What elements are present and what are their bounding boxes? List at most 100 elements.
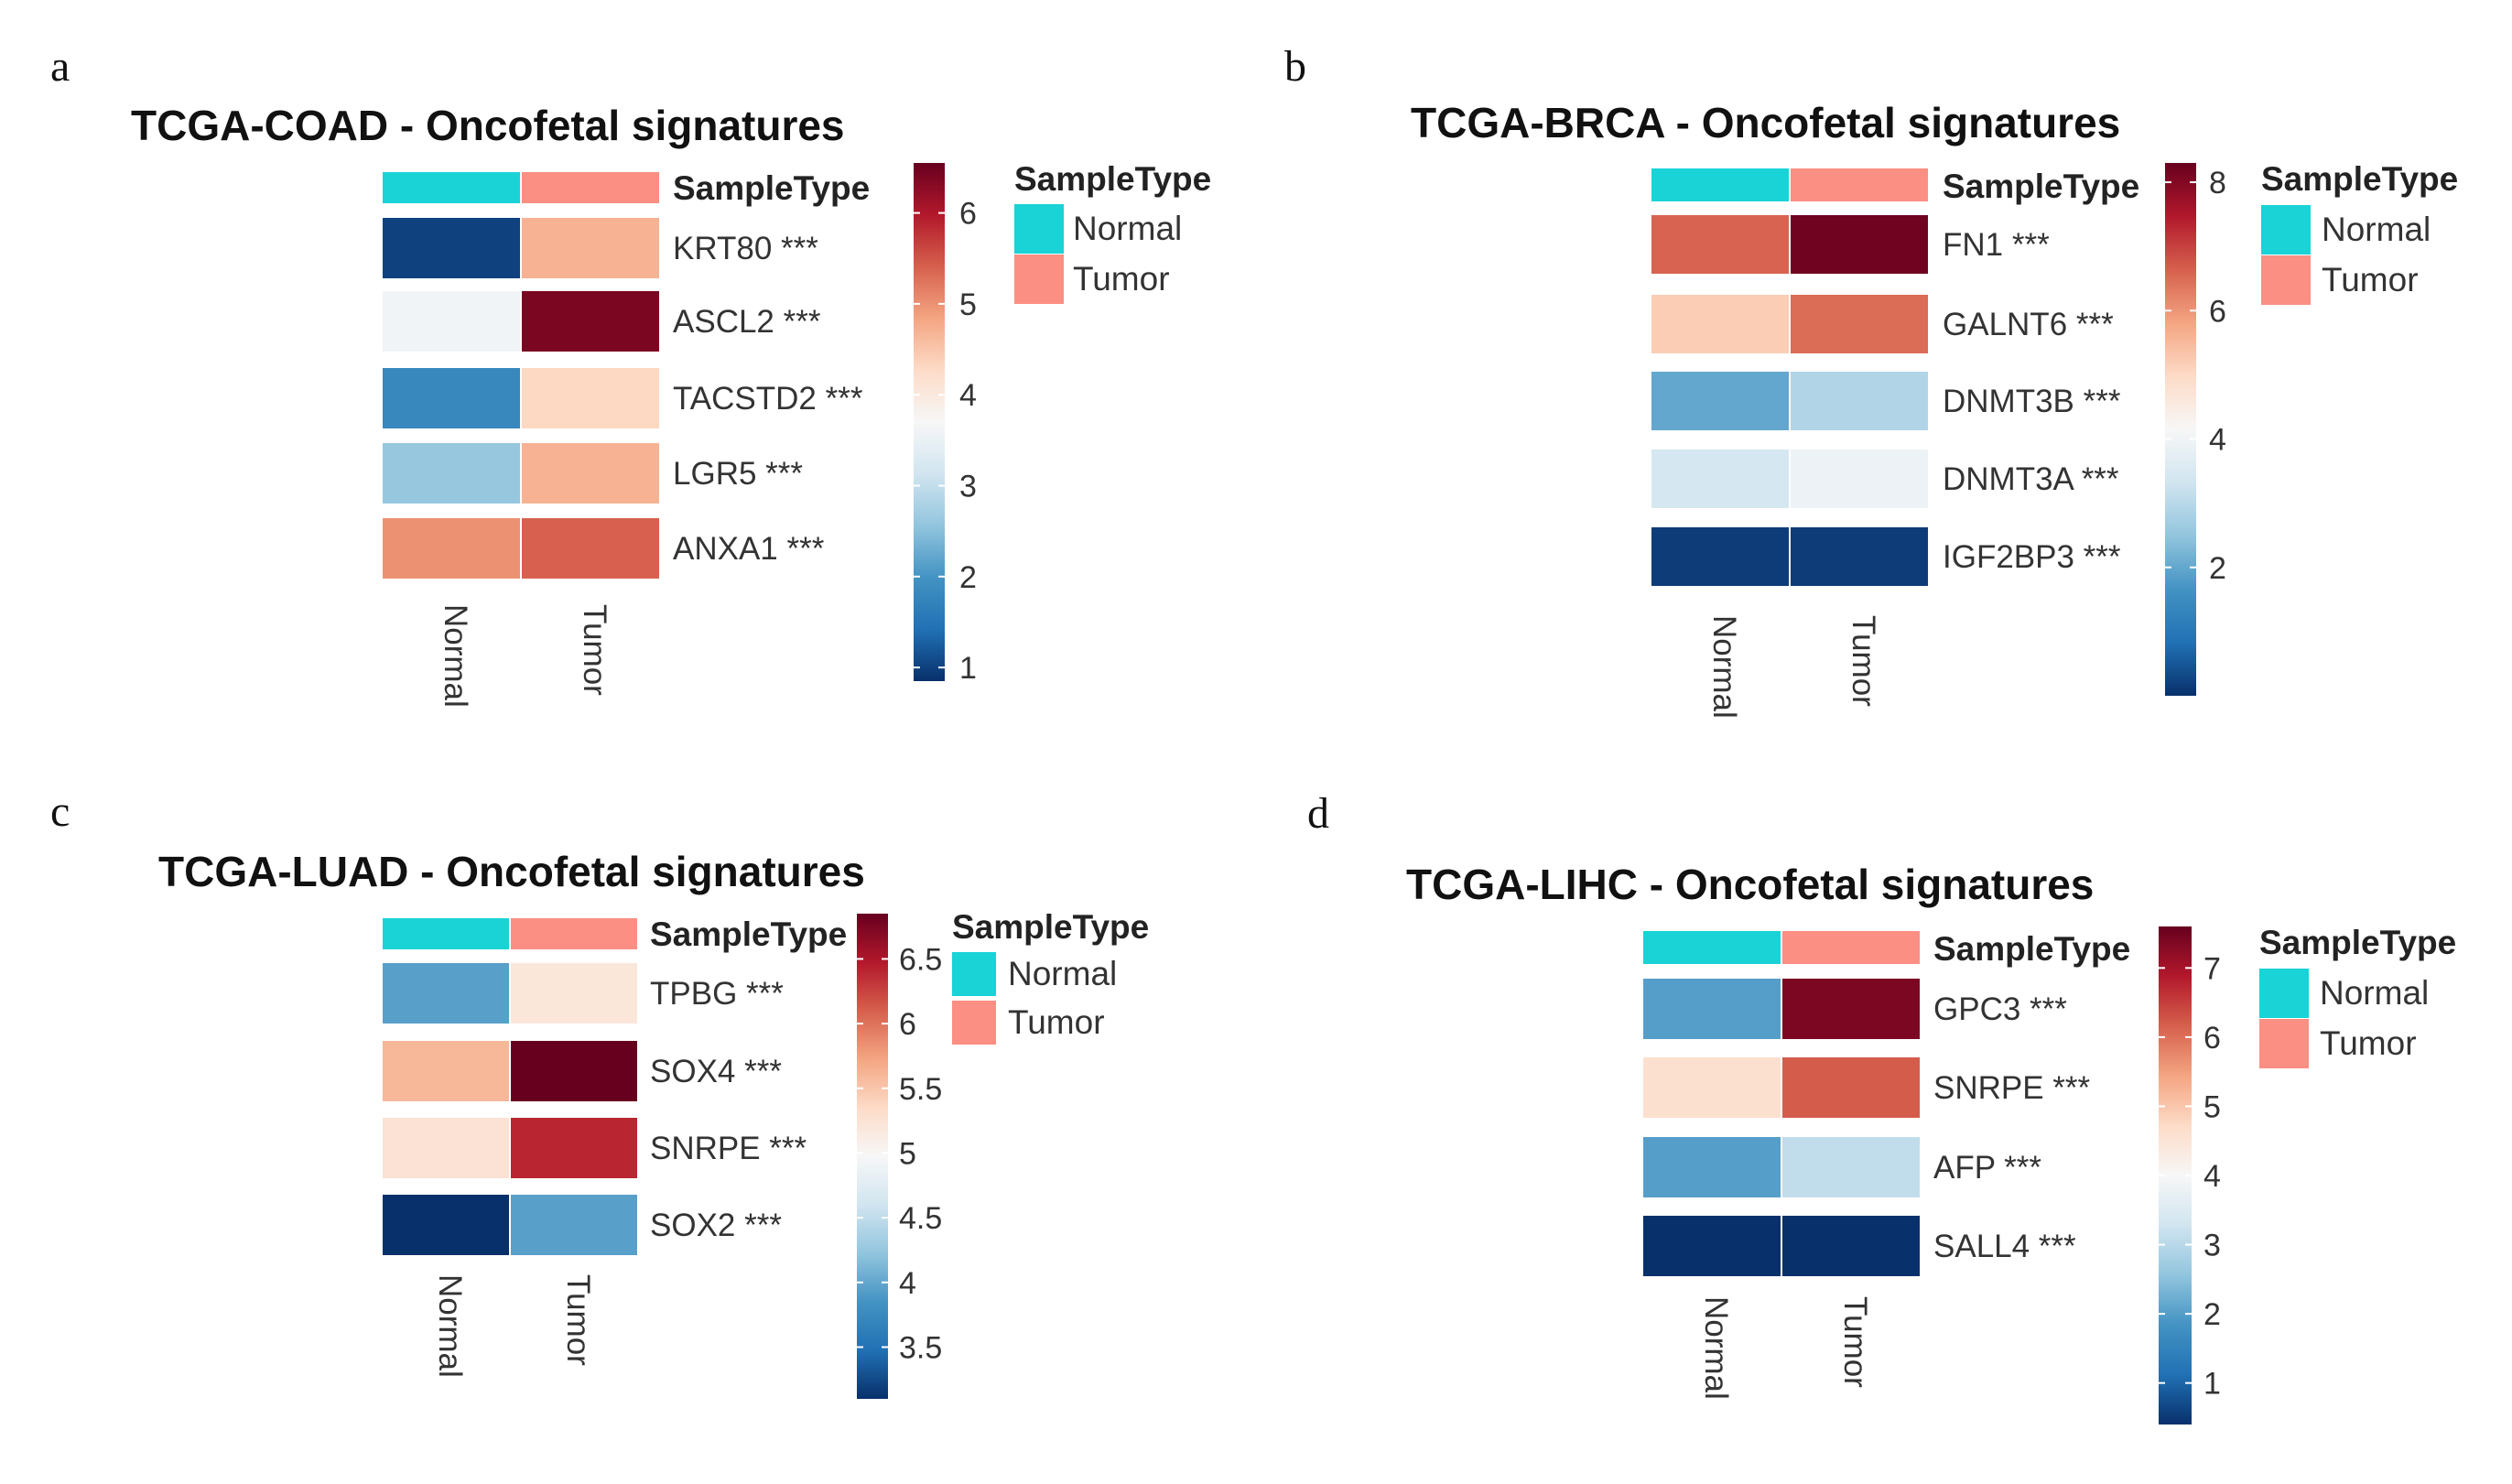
legend-label-normal: Normal xyxy=(1008,955,1117,992)
legend-swatch-tumor xyxy=(1014,255,1064,304)
colorbar xyxy=(914,163,945,681)
legend-swatch-normal xyxy=(952,952,996,996)
heatmap-cell xyxy=(511,1041,637,1101)
column-label-tumor: Tumor xyxy=(560,1274,596,1366)
gene-label: SOX4 *** xyxy=(650,1054,782,1089)
colorbar-tick-label: 2 xyxy=(2209,551,2226,586)
heatmap-cell xyxy=(1782,1137,1920,1197)
heatmap-cell xyxy=(522,291,659,352)
legend-label-tumor: Tumor xyxy=(1073,260,1170,298)
legend-title: SampleType xyxy=(2261,160,2458,198)
gene-label: AFP *** xyxy=(1933,1150,2041,1186)
colorbar-tick-label: 2 xyxy=(2203,1297,2221,1332)
heatmap-panel-b: b TCGA-BRCA - Oncofetal signatures SampleT… xyxy=(1284,42,2458,719)
heatmap-cell xyxy=(1651,372,1789,430)
legend-label-tumor: Tumor xyxy=(2320,1024,2417,1062)
heatmap-cell xyxy=(1791,215,1928,274)
heatmap-cell xyxy=(1643,979,1781,1039)
colorbar-tick-label: 1 xyxy=(959,651,977,686)
heatmap-cell xyxy=(511,963,637,1024)
gene-label: GALNT6 *** xyxy=(1943,307,2114,342)
heatmap-cell xyxy=(1791,295,1928,353)
colorbar-tick-label: 4 xyxy=(959,378,977,413)
gene-label: TPBG *** xyxy=(650,976,784,1012)
colorbar-tick-label: 3 xyxy=(2203,1229,2221,1263)
gene-label: DNMT3A *** xyxy=(1943,461,2119,497)
legend-label-normal: Normal xyxy=(2320,974,2429,1012)
legend-title: SampleType xyxy=(2259,924,2456,961)
colorbar-tick-label: 4 xyxy=(2203,1159,2221,1194)
colorbar-tick-label: 5 xyxy=(959,287,977,322)
sampletype-bar-normal xyxy=(1651,168,1789,201)
colorbar-tick-label: 2 xyxy=(959,560,977,595)
colorbar-tick-label: 3 xyxy=(959,470,977,504)
sampletype-bar-normal xyxy=(383,918,509,949)
gene-label: LGR5 *** xyxy=(673,456,803,492)
colorbar xyxy=(857,914,888,1399)
colorbar-tick-label: 6 xyxy=(2203,1021,2221,1056)
panel-letter: b xyxy=(1284,42,1306,91)
chart-title: TCGA-BRCA - Oncofetal signatures xyxy=(1411,99,2120,146)
colorbar-tick-label: 8 xyxy=(2209,166,2226,200)
legend-swatch-normal xyxy=(2261,205,2311,255)
sampletype-row-label: SampleType xyxy=(1943,168,2139,205)
legend-swatch-normal xyxy=(1014,204,1064,254)
column-label-tumor: Tumor xyxy=(577,604,612,696)
heatmap-cell xyxy=(1791,527,1928,586)
gene-label: IGF2BP3 *** xyxy=(1943,539,2121,575)
legend-swatch-tumor xyxy=(2261,255,2311,305)
sampletype-row-label: SampleType xyxy=(673,169,870,207)
gene-label: SNRPE *** xyxy=(1933,1070,2091,1106)
heatmap-panel-a: a TCGA-COAD - Oncofetal signatures SampleT… xyxy=(50,42,1211,708)
legend-label-tumor: Tumor xyxy=(2322,261,2419,298)
legend-title: SampleType xyxy=(1014,160,1211,198)
heatmap-cell xyxy=(1782,1216,1920,1276)
heatmap-panel-d: d TCGA-LIHC - Oncofetal signatures SampleT… xyxy=(1307,789,2456,1424)
sampletype-row-label: SampleType xyxy=(1933,930,2130,968)
heatmap-cell xyxy=(1782,1057,1920,1118)
colorbar-tick-label: 5 xyxy=(2203,1089,2221,1124)
colorbar-tick-label: 4 xyxy=(899,1266,916,1301)
chart-title: TCGA-LUAD - Oncofetal signatures xyxy=(158,848,865,895)
colorbar-tick-label: 7 xyxy=(2203,951,2221,986)
panel-letter: d xyxy=(1307,789,1329,838)
colorbar-tick-label: 6 xyxy=(2209,294,2226,329)
gene-label: DNMT3B *** xyxy=(1943,384,2121,419)
column-label-normal: Normal xyxy=(432,1274,468,1378)
colorbar-tick-label: 4 xyxy=(2209,423,2226,458)
heatmap-cell xyxy=(383,963,509,1024)
panel-letter: a xyxy=(50,42,70,91)
heatmap-cell xyxy=(383,518,520,579)
colorbar-tick-label: 5 xyxy=(899,1136,916,1171)
heatmap-cell xyxy=(511,1195,637,1255)
heatmap-cell xyxy=(522,443,659,504)
legend-swatch-tumor xyxy=(952,1001,996,1045)
heatmap-cell xyxy=(1791,372,1928,430)
legend-label-tumor: Tumor xyxy=(1008,1003,1105,1041)
sampletype-bar-tumor xyxy=(522,172,659,203)
legend-swatch-normal xyxy=(2259,969,2309,1018)
heatmap-cell xyxy=(1651,215,1789,274)
sampletype-bar-tumor xyxy=(511,918,637,949)
legend-label-normal: Normal xyxy=(2322,211,2431,248)
heatmap-cell xyxy=(1782,979,1920,1039)
sampletype-bar-tumor xyxy=(1782,931,1920,964)
sampletype-bar-normal xyxy=(383,172,520,203)
heatmap-cell xyxy=(383,1118,509,1178)
heatmap-cell xyxy=(1651,295,1789,353)
heatmap-cell xyxy=(383,1041,509,1101)
sampletype-bar-tumor xyxy=(1791,168,1928,201)
gene-label: KRT80 *** xyxy=(673,231,818,266)
column-label-normal: Normal xyxy=(1706,615,1742,719)
gene-label: SOX2 *** xyxy=(650,1208,782,1243)
legend-label-normal: Normal xyxy=(1073,210,1182,247)
heatmap-cell xyxy=(383,291,520,352)
heatmap-cell xyxy=(1651,450,1789,508)
heatmap-cell xyxy=(383,218,520,278)
heatmap-panel-c: c TCGA-LUAD - Oncofetal signatures SampleT… xyxy=(50,787,1149,1399)
column-label-tumor: Tumor xyxy=(1837,1296,1873,1388)
colorbar-tick-label: 6 xyxy=(959,197,977,232)
heatmap-cell xyxy=(1791,450,1928,508)
colorbar-tick-label: 5.5 xyxy=(899,1072,942,1107)
